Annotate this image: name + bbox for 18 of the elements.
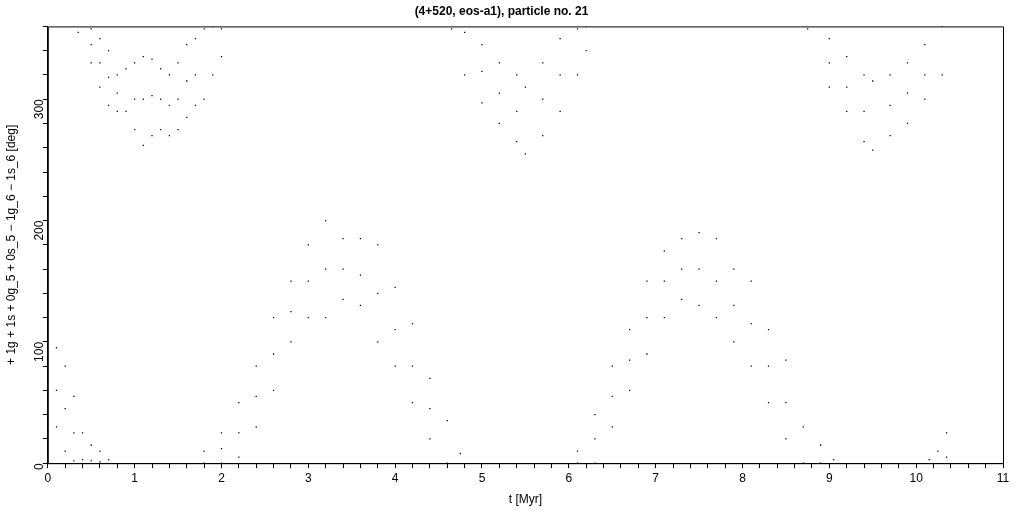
- y-axis-title: + 1g + 1s + 0g_5 + 0s_5 − 1g_6 − 1s_6 [deg]: [3, 124, 18, 365]
- y-tick-label: 0: [32, 462, 47, 470]
- y-tick-label: 300: [32, 98, 47, 120]
- x-tick-label: 8: [739, 470, 747, 485]
- x-tick-label: 7: [652, 470, 660, 485]
- x-axis-title: t [Myr]: [508, 492, 543, 507]
- chart-title: (4+520, eos-a1), particle no. 21: [414, 3, 589, 18]
- x-tick-label: 2: [218, 470, 226, 485]
- y-tick-label: 100: [32, 341, 47, 362]
- x-tick-label: 9: [825, 470, 833, 485]
- x-tick-label: 10: [909, 470, 924, 485]
- x-tick-label: 1: [131, 470, 139, 485]
- x-tick-label: 11: [996, 470, 1010, 485]
- x-tick-label: 5: [478, 470, 486, 485]
- y-tick-label: 200: [32, 220, 47, 241]
- x-tick-label: 6: [565, 470, 573, 485]
- x-tick-label: 3: [304, 470, 312, 485]
- x-tick-label: 4: [391, 470, 399, 485]
